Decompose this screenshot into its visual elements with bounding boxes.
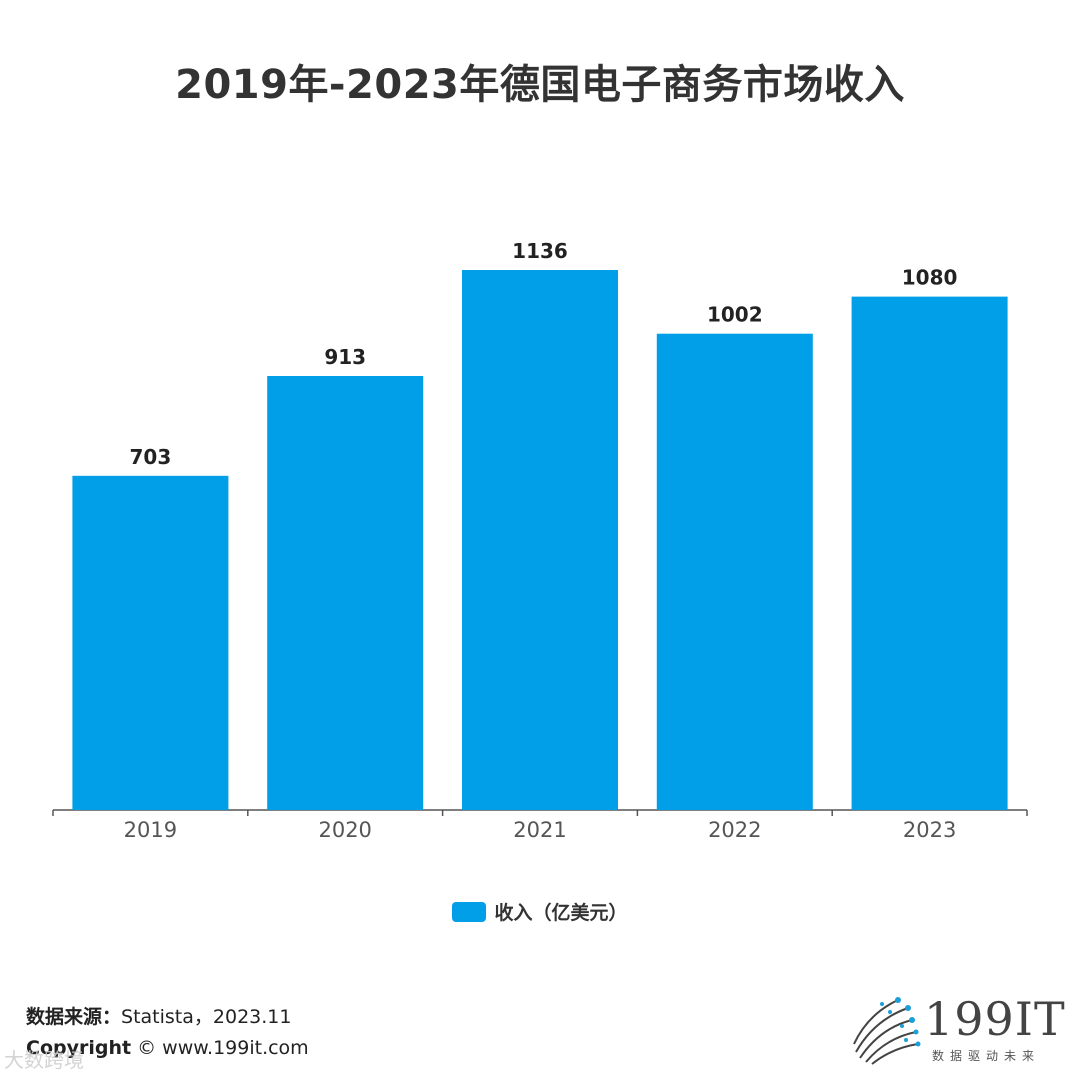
bar [656, 333, 813, 810]
data-label: 1002 [707, 303, 763, 327]
legend-label: 收入（亿美元） [494, 902, 628, 924]
data-label: 913 [324, 345, 366, 369]
x-tick-label: 2020 [318, 818, 371, 842]
x-tick-label: 2019 [124, 818, 177, 842]
source-line: 数据来源：Statista，2023.11 [26, 1002, 291, 1029]
chart-title: 2019年-2023年德国电子商务市场收入 [175, 62, 905, 108]
x-tick-label: 2021 [513, 818, 566, 842]
bar [462, 270, 618, 810]
copyright-label: Copyright [26, 1037, 132, 1059]
bar [851, 296, 1008, 810]
legend-swatch [452, 901, 487, 922]
copyright-text: © www.199it.com [137, 1037, 309, 1059]
bar [72, 475, 229, 810]
data-label: 703 [130, 445, 172, 469]
data-label: 1136 [512, 239, 568, 263]
logo-dots-icon [853, 997, 921, 1065]
logo-text: 199IT [924, 992, 1066, 1046]
bar [267, 376, 424, 810]
logo-tagline: 数据驱动未来 [932, 1049, 1041, 1063]
logo: 199IT 数据驱动未来 [846, 990, 1066, 1070]
legend: 收入（亿美元） [0, 898, 1080, 925]
watermark: 大数跨境 [4, 1048, 84, 1072]
data-label: 1080 [902, 266, 958, 290]
copyright-line: Copyright © www.199it.com [26, 1037, 309, 1059]
source-label: 数据来源： [26, 1006, 122, 1028]
source-text: Statista，2023.11 [121, 1006, 292, 1028]
x-tick-label: 2023 [903, 818, 956, 842]
x-tick-label: 2022 [708, 818, 761, 842]
